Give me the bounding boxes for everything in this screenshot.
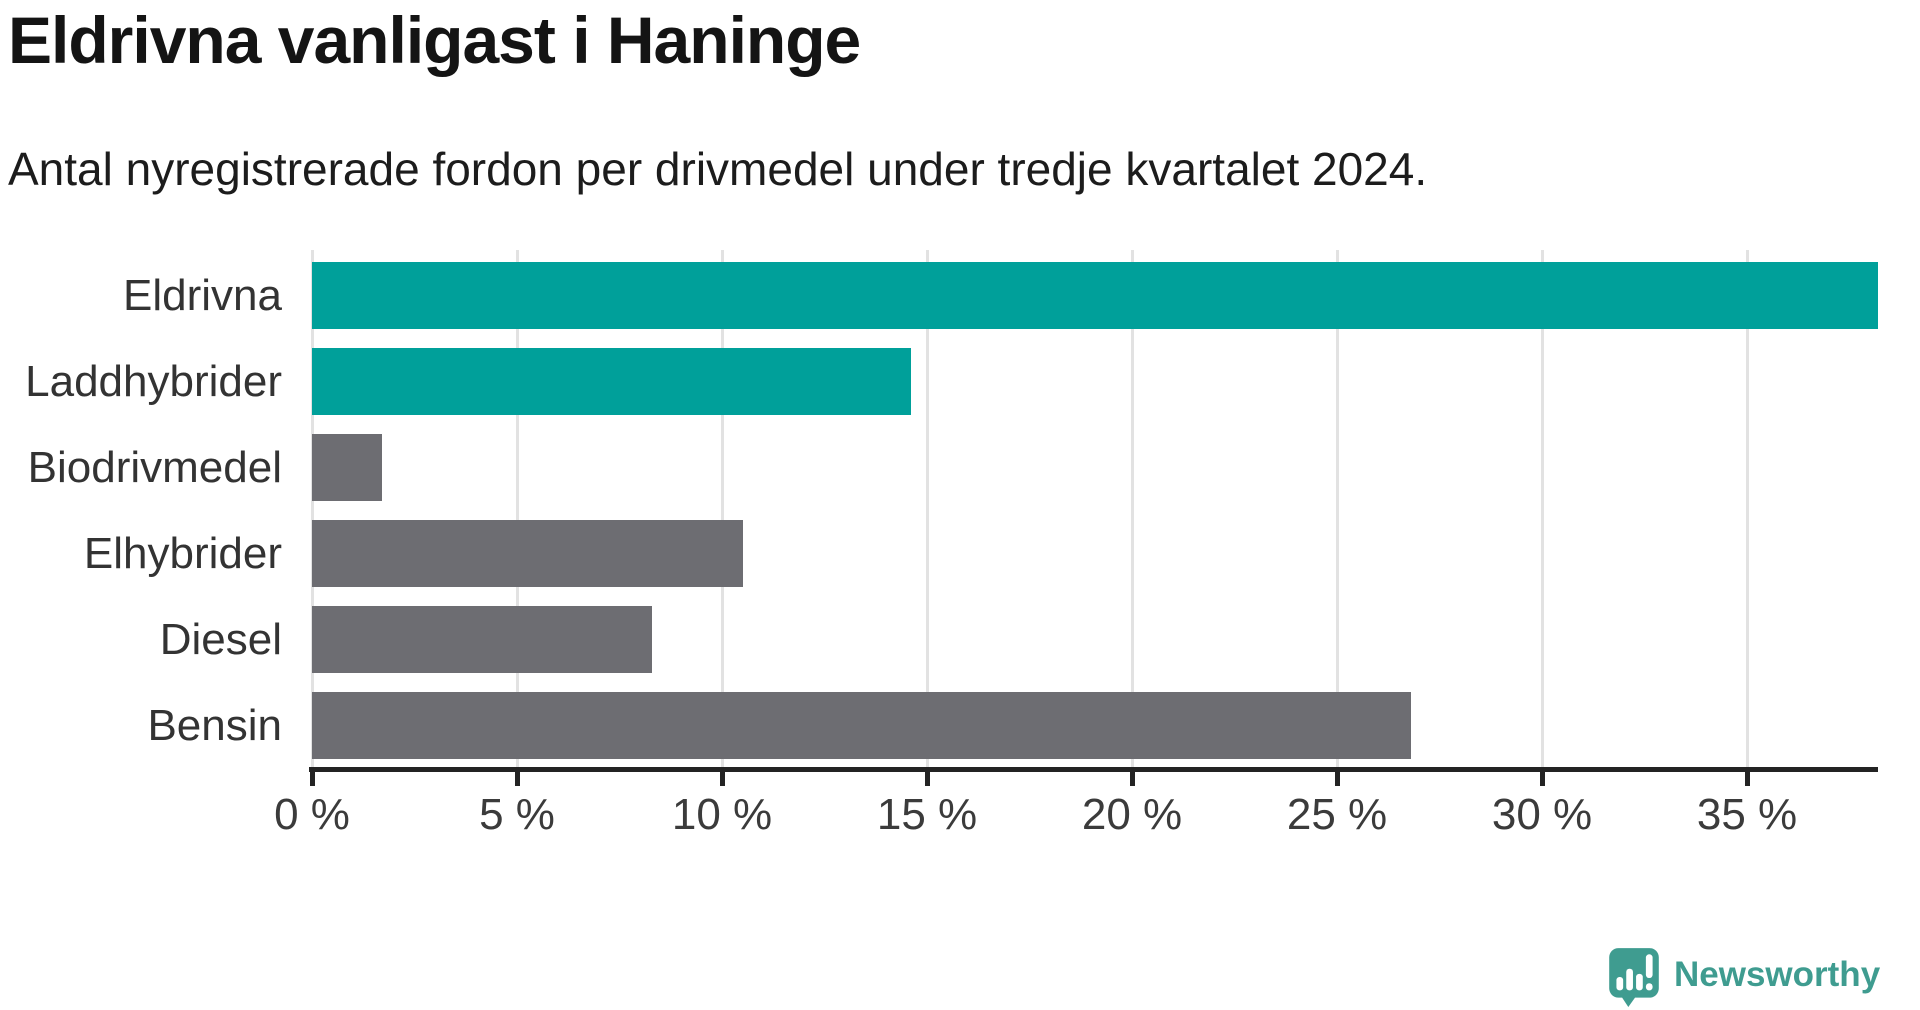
x-axis-line (309, 767, 1878, 772)
newsworthy-icon (1609, 948, 1659, 1007)
x-axis-tick-label: 0 % (274, 790, 350, 839)
x-axis-tick-label: 25 % (1286, 790, 1388, 839)
gridline (925, 250, 929, 767)
x-axis-tick (514, 767, 520, 786)
category-label: Laddhybrider (25, 357, 282, 406)
x-axis-tick-label: 5 % (479, 790, 555, 839)
bar-bensin (312, 692, 1411, 759)
x-axis-tick (1744, 767, 1750, 786)
x-axis-tick-label: 15 % (876, 790, 978, 839)
category-label: Diesel (159, 615, 282, 664)
category-label: Eldrivna (123, 271, 282, 320)
newsworthy-logo-text: Newsworthy (1674, 955, 1881, 994)
gridline (720, 250, 724, 767)
gridline (1745, 250, 1749, 767)
x-axis-tick-label: 30 % (1491, 790, 1593, 839)
x-axis-tick-label: 35 % (1696, 790, 1798, 839)
gridline (515, 250, 519, 767)
bar-biodrivmedel (312, 434, 382, 501)
gridline (1130, 250, 1134, 767)
bar-eldrivna (312, 262, 1878, 329)
bar-laddhybrider (312, 348, 911, 415)
category-label: Bensin (147, 701, 282, 750)
gridline (1540, 250, 1544, 767)
x-axis-tick (924, 767, 930, 786)
gridline (310, 250, 314, 767)
bar-elhybrider (312, 520, 743, 587)
chart-title: Eldrivna vanligast i Haninge (8, 3, 861, 77)
newsworthy-logo: Newsworthy (1608, 946, 1880, 1008)
x-axis-tick (1334, 767, 1340, 786)
bar-diesel (312, 606, 652, 673)
category-label: Biodrivmedel (27, 443, 282, 492)
x-axis-tick (719, 767, 725, 786)
x-axis-tick (1539, 767, 1545, 786)
x-axis-tick-label: 10 % (671, 790, 773, 839)
x-axis-tick (1129, 767, 1135, 786)
category-label: Elhybrider (83, 529, 282, 578)
gridline (1335, 250, 1339, 767)
x-axis-tick-label: 20 % (1081, 790, 1183, 839)
chart-subtitle: Antal nyregistrerade fordon per drivmede… (8, 143, 1428, 195)
x-axis-tick (309, 767, 315, 786)
